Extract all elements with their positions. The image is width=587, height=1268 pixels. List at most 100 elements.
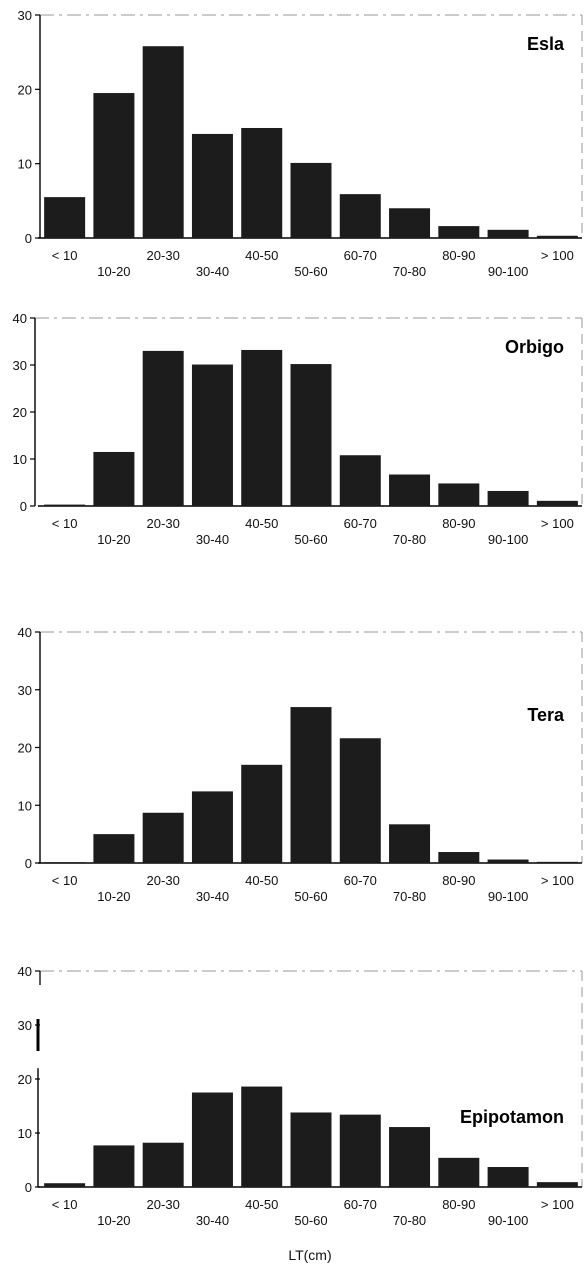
x-tick-label: < 10 — [52, 248, 78, 263]
bar-20-30 — [142, 350, 184, 506]
y-tick-label: 20 — [18, 82, 32, 97]
bar-30-40 — [191, 133, 233, 238]
y-tick-label: 40 — [18, 625, 32, 640]
bar-100 — [536, 500, 578, 506]
bar-50-60 — [290, 1112, 332, 1187]
panel-title: Tera — [527, 705, 565, 725]
x-tick-label: 40-50 — [245, 1197, 278, 1212]
x-tick-label: 40-50 — [245, 248, 278, 263]
panel-esla: 0 10 20 30 < 10 10-20 20-30 30-40 40-50 50-60 60-7… — [18, 8, 583, 279]
bar-80-90 — [438, 852, 480, 863]
x-tick-label: > 100 — [541, 873, 574, 888]
bar-70-80 — [389, 1127, 431, 1187]
bar-80-90 — [438, 1157, 480, 1187]
x-tick-label: < 10 — [52, 873, 78, 888]
bar-40-50 — [241, 1086, 283, 1187]
bar-40-50 — [241, 349, 283, 506]
x-tick-label: > 100 — [541, 516, 574, 531]
bar-20-30 — [142, 812, 184, 863]
y-tick-label: 0 — [25, 1180, 32, 1195]
x-tick-label: 70-80 — [393, 264, 426, 279]
x-tick-label: 90-100 — [488, 1213, 528, 1228]
bar-50-60 — [290, 364, 332, 506]
x-tick-label: 50-60 — [294, 889, 327, 904]
x-tick-label: < 10 — [52, 1197, 78, 1212]
bar-10 — [44, 504, 86, 506]
x-tick-label: 20-30 — [147, 516, 180, 531]
y-tick-label: 20 — [18, 1072, 32, 1087]
x-tick-label: 80-90 — [442, 873, 475, 888]
bar-20-30 — [142, 46, 184, 238]
x-tick-label: 30-40 — [196, 532, 229, 547]
bar-100 — [536, 1182, 578, 1187]
y-tick-label: 30 — [18, 1018, 32, 1033]
bar-30-40 — [191, 1092, 233, 1187]
bar-60-70 — [339, 194, 381, 238]
bar-60-70 — [339, 455, 381, 506]
x-tick-label: 80-90 — [442, 1197, 475, 1212]
panel-orbigo: 0 10 20 30 40 < 10 10-20 20-30 30-40 40-50 50-60 60… — [13, 311, 583, 547]
bar-100 — [536, 861, 578, 863]
bar-60-70 — [339, 738, 381, 863]
x-tick-label: 80-90 — [442, 248, 475, 263]
x-tick-label: 20-30 — [147, 1197, 180, 1212]
bar-10-20 — [93, 451, 135, 506]
y-tick-label: 30 — [13, 358, 27, 373]
bar-10 — [44, 1183, 86, 1187]
bar-100 — [536, 235, 578, 238]
bar-20-30 — [142, 1142, 184, 1187]
bar-70-80 — [389, 474, 431, 506]
bar-80-90 — [438, 226, 480, 238]
x-tick-label: 90-100 — [488, 889, 528, 904]
x-tick-label: > 100 — [541, 248, 574, 263]
y-tick-label: 40 — [18, 964, 32, 979]
bar-80-90 — [438, 483, 480, 506]
x-tick-label: 40-50 — [245, 516, 278, 531]
x-tick-label: 10-20 — [97, 1213, 130, 1228]
bar-10 — [44, 862, 86, 863]
y-tick-label: 20 — [13, 405, 27, 420]
x-tick-label: 70-80 — [393, 889, 426, 904]
bar-10-20 — [93, 1145, 135, 1187]
bar-10-20 — [93, 93, 135, 238]
bar-10-20 — [93, 834, 135, 863]
panel-title: Epipotamon — [460, 1107, 564, 1127]
bar-70-80 — [389, 824, 431, 863]
x-tick-label: 50-60 — [294, 1213, 327, 1228]
x-tick-label: 30-40 — [196, 889, 229, 904]
y-tick-label: 10 — [13, 452, 27, 467]
bar-30-40 — [191, 364, 233, 506]
y-tick-label: 10 — [18, 798, 32, 813]
x-tick-label: < 10 — [52, 516, 78, 531]
x-tick-label: 50-60 — [294, 264, 327, 279]
x-tick-label: 80-90 — [442, 516, 475, 531]
bar-40-50 — [241, 764, 283, 863]
y-tick-label: 30 — [18, 683, 32, 698]
x-tick-label: 90-100 — [488, 264, 528, 279]
x-tick-label: 60-70 — [344, 248, 377, 263]
bar-30-40 — [191, 791, 233, 863]
panel-tera: 0 10 20 30 40 < 10 10-20 20-30 30-40 40-50 50-60 60… — [18, 625, 583, 904]
bar-90-100 — [487, 490, 529, 506]
x-tick-label: 10-20 — [97, 889, 130, 904]
x-axis-label: LT(cm) — [288, 1247, 331, 1263]
bar-70-80 — [389, 208, 431, 238]
y-tick-label: 0 — [25, 231, 32, 246]
bar-90-100 — [487, 1167, 529, 1187]
x-tick-label: 60-70 — [344, 516, 377, 531]
bar-90-100 — [487, 229, 529, 238]
bar-10 — [44, 197, 86, 238]
bar-50-60 — [290, 707, 332, 863]
y-tick-label: 40 — [13, 311, 27, 326]
bar-40-50 — [241, 127, 283, 238]
y-tick-label: 10 — [18, 157, 32, 172]
x-tick-label: 60-70 — [344, 1197, 377, 1212]
panel-title: Esla — [527, 34, 565, 54]
x-tick-label: 20-30 — [147, 248, 180, 263]
x-tick-label: 70-80 — [393, 532, 426, 547]
x-tick-label: 50-60 — [294, 532, 327, 547]
x-tick-label: 90-100 — [488, 532, 528, 547]
x-tick-label: 70-80 — [393, 1213, 426, 1228]
x-tick-label: 10-20 — [97, 264, 130, 279]
